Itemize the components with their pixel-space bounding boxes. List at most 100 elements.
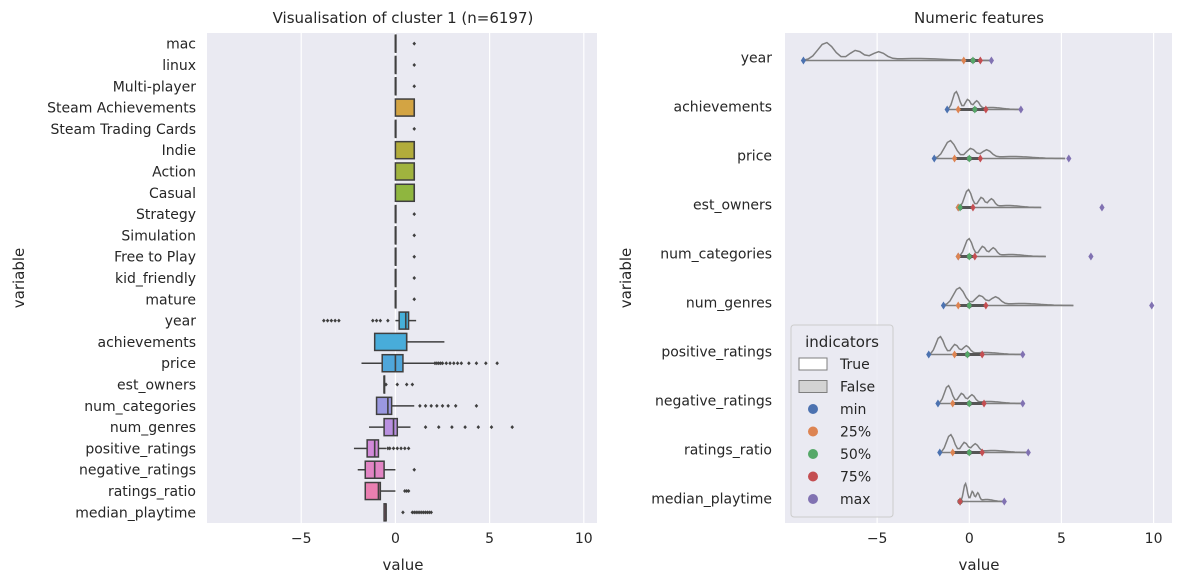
boxplot-flier bbox=[463, 425, 467, 430]
violin-y-tick-label: ratings_ratio bbox=[684, 443, 772, 459]
legend-dot-75pct bbox=[808, 471, 818, 482]
boxplot-box bbox=[394, 98, 415, 117]
legend-label: True bbox=[839, 357, 870, 373]
boxplot-x-tick-label: 5 bbox=[485, 531, 494, 547]
violin-x-tick-label: 10 bbox=[1145, 531, 1163, 547]
indicator-min-marker bbox=[935, 399, 941, 408]
boxplot-flier bbox=[484, 361, 488, 366]
boxplot-marks bbox=[322, 34, 515, 522]
violin-x-tick-label: 0 bbox=[965, 531, 974, 547]
boxplot-flier bbox=[425, 510, 430, 515]
legend-label: 75% bbox=[840, 470, 871, 486]
legend: indicators True False min 25% 50% 75% max bbox=[790, 324, 894, 518]
boxplot-flier bbox=[329, 318, 334, 323]
boxplot-flier bbox=[429, 403, 434, 408]
boxplot-flier bbox=[386, 318, 390, 323]
boxplot-flier bbox=[423, 403, 428, 408]
indicator-75pct-marker bbox=[977, 154, 983, 163]
boxplot-flier bbox=[387, 446, 392, 451]
indicator-75pct-marker bbox=[983, 301, 989, 310]
boxplot-flier bbox=[395, 446, 400, 451]
violin-x-tick-labels: −5 0 5 10 bbox=[867, 531, 1163, 547]
boxplot-flier bbox=[450, 425, 454, 430]
boxplot-box bbox=[394, 183, 415, 203]
boxplot-flier bbox=[510, 425, 515, 430]
indicator-50pct-marker bbox=[966, 252, 972, 261]
boxplot-y-tick-label: Strategy bbox=[136, 207, 196, 223]
boxplot-flier bbox=[435, 403, 439, 408]
boxplot-y-tick-label: Simulation bbox=[121, 228, 196, 244]
indicator-50pct-marker bbox=[964, 350, 971, 359]
boxplot-flier bbox=[423, 425, 428, 430]
boxplot-y-tick-label: linux bbox=[162, 58, 196, 74]
boxplot-flier bbox=[374, 318, 379, 323]
boxplot-y-tick-label: kid_friendly bbox=[115, 271, 196, 287]
indicator-max-marker bbox=[1099, 203, 1105, 212]
boxplot-flier bbox=[427, 510, 432, 515]
boxplot-flier bbox=[489, 425, 494, 430]
boxplot-y-tick-label: mac bbox=[166, 37, 196, 53]
indicator-50pct-marker bbox=[970, 56, 976, 65]
indicator-min-marker bbox=[931, 154, 937, 163]
violin-y-tick-label: positive_ratings bbox=[661, 345, 772, 361]
violin-y-tick-label: negative_ratings bbox=[655, 394, 772, 410]
boxplot-flier bbox=[412, 467, 417, 472]
boxplot-flier bbox=[433, 361, 437, 366]
boxplot-flier bbox=[403, 489, 407, 494]
indicator-min-marker bbox=[937, 448, 943, 457]
boxplot-y-tick-label: negative_ratings bbox=[79, 463, 196, 479]
boxplot-flier bbox=[421, 510, 426, 515]
boxplot-flier bbox=[412, 254, 417, 259]
indicator-max-marker bbox=[1066, 154, 1072, 163]
boxplot-flier bbox=[429, 510, 434, 515]
boxplot-flier bbox=[444, 361, 449, 366]
boxplot-y-tick-label: Free to Play bbox=[114, 250, 196, 266]
boxplot-x-tick-label: 0 bbox=[391, 531, 400, 547]
boxplot-x-tick-labels: −5 0 5 10 bbox=[291, 531, 593, 547]
boxplot-y-tick-labels: mac linux Multi-player Steam Achievements St… bbox=[47, 37, 196, 522]
boxplot-flier bbox=[384, 382, 388, 387]
legend-label: min bbox=[840, 402, 866, 418]
indicator-50pct-marker bbox=[966, 448, 972, 457]
boxplot-flier bbox=[386, 446, 390, 451]
indicator-max-marker bbox=[1088, 252, 1094, 261]
boxplot-y-tick-label: median_playtime bbox=[75, 505, 196, 521]
legend-label: 50% bbox=[840, 447, 871, 463]
boxplot-flier bbox=[412, 276, 417, 280]
legend-label: max bbox=[840, 492, 871, 508]
boxplot-flier bbox=[410, 382, 415, 387]
violin-y-tick-label: median_playtime bbox=[651, 492, 772, 508]
violin-x-axis-label: value bbox=[959, 556, 1000, 574]
boxplot-flier bbox=[418, 510, 422, 515]
boxplot-flier bbox=[416, 510, 420, 515]
boxplot-flier bbox=[404, 382, 409, 387]
boxplot-flier bbox=[495, 361, 499, 366]
boxplot-flier bbox=[404, 489, 409, 494]
indicator-min-marker bbox=[940, 301, 947, 310]
boxplot-flier bbox=[370, 318, 375, 323]
violin-y-tick-label: num_genres bbox=[686, 296, 772, 312]
indicator-75pct-marker bbox=[970, 203, 976, 212]
boxplot-flier bbox=[448, 361, 452, 366]
boxplot-y-tick-label: mature bbox=[145, 292, 196, 308]
legend-dot-max bbox=[808, 494, 818, 504]
boxplot-y-axis-label: variable bbox=[10, 248, 28, 309]
boxplot-flier bbox=[399, 446, 403, 451]
boxplot-flier bbox=[455, 361, 460, 366]
violin-y-tick-label: year bbox=[741, 51, 772, 67]
boxplot-box bbox=[373, 332, 408, 352]
boxplot-flier bbox=[406, 446, 411, 451]
indicator-25pct-marker bbox=[955, 301, 961, 310]
indicator-25pct-marker bbox=[955, 105, 961, 114]
violin-y-tick-label: achievements bbox=[674, 100, 772, 116]
violin-y-tick-label: est_owners bbox=[693, 198, 772, 214]
boxplot-box bbox=[375, 396, 393, 416]
boxplot-flier bbox=[395, 382, 400, 387]
boxplot-box bbox=[364, 481, 382, 501]
boxplot-y-tick-label: achievements bbox=[98, 335, 196, 351]
indicator-max-marker bbox=[1149, 301, 1155, 310]
boxplot-box bbox=[366, 439, 380, 458]
boxplot-flier bbox=[435, 361, 439, 366]
indicator-max-marker bbox=[988, 56, 994, 65]
